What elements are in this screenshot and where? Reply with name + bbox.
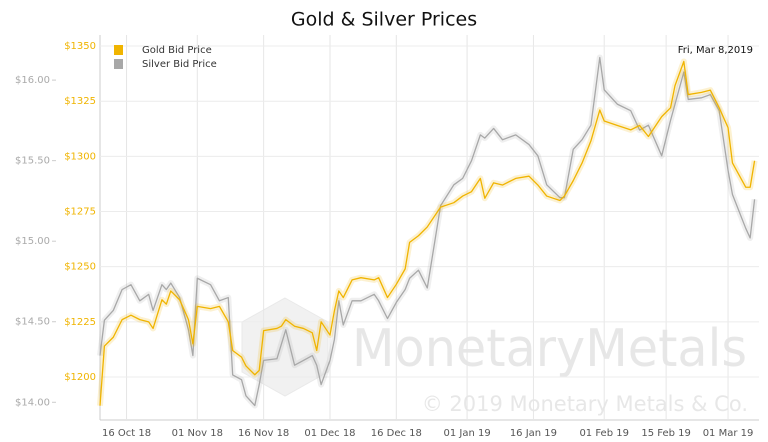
y2-tick-label: $16.00 [15, 75, 50, 86]
legend-swatch [114, 59, 123, 69]
y-tick-label: $1300 [64, 151, 96, 162]
y2-tick-label: $14.00 [15, 397, 50, 408]
y-tick-label: $1275 [64, 207, 96, 218]
date-annotation: Fri, Mar 8,2019 [678, 45, 753, 56]
y2-tick-label: $15.50 [15, 156, 50, 167]
legend-swatch [114, 45, 123, 55]
y-tick-label: $1325 [64, 96, 96, 107]
series-line [99, 56, 756, 407]
x-tick-label: 16 Dec 18 [371, 428, 422, 439]
y-tick-label: $1250 [64, 262, 96, 273]
x-tick-label: 01 Nov 18 [172, 428, 223, 439]
x-tick-label: 01 Feb 19 [579, 428, 629, 439]
x-tick-label: 16 Oct 18 [102, 428, 151, 439]
y-tick-label: $1200 [64, 372, 96, 383]
x-tick-label: 16 Nov 18 [238, 428, 289, 439]
y2-tick-label: $14.50 [15, 317, 50, 328]
watermark-text: MonetaryMetals [352, 319, 747, 379]
y-tick-label: $1225 [64, 317, 96, 328]
y-tick-label: $1350 [64, 41, 96, 52]
x-tick-label: 01 Mar 19 [703, 428, 754, 439]
legend-label: Silver Bid Price [142, 59, 217, 70]
x-tick-label: 01 Jan 19 [443, 428, 490, 439]
chart-title: Gold & Silver Prices [291, 9, 477, 31]
x-tick-label: 16 Jan 19 [510, 428, 557, 439]
copyright: © 2019 Monetary Metals & Co. [422, 392, 748, 416]
legend-label: Gold Bid Price [142, 45, 212, 56]
x-tick-label: 15 Feb 19 [641, 428, 691, 439]
y2-tick-label: $15.00 [15, 236, 50, 247]
x-tick-label: 01 Dec 18 [304, 428, 355, 439]
series-line [99, 60, 756, 406]
